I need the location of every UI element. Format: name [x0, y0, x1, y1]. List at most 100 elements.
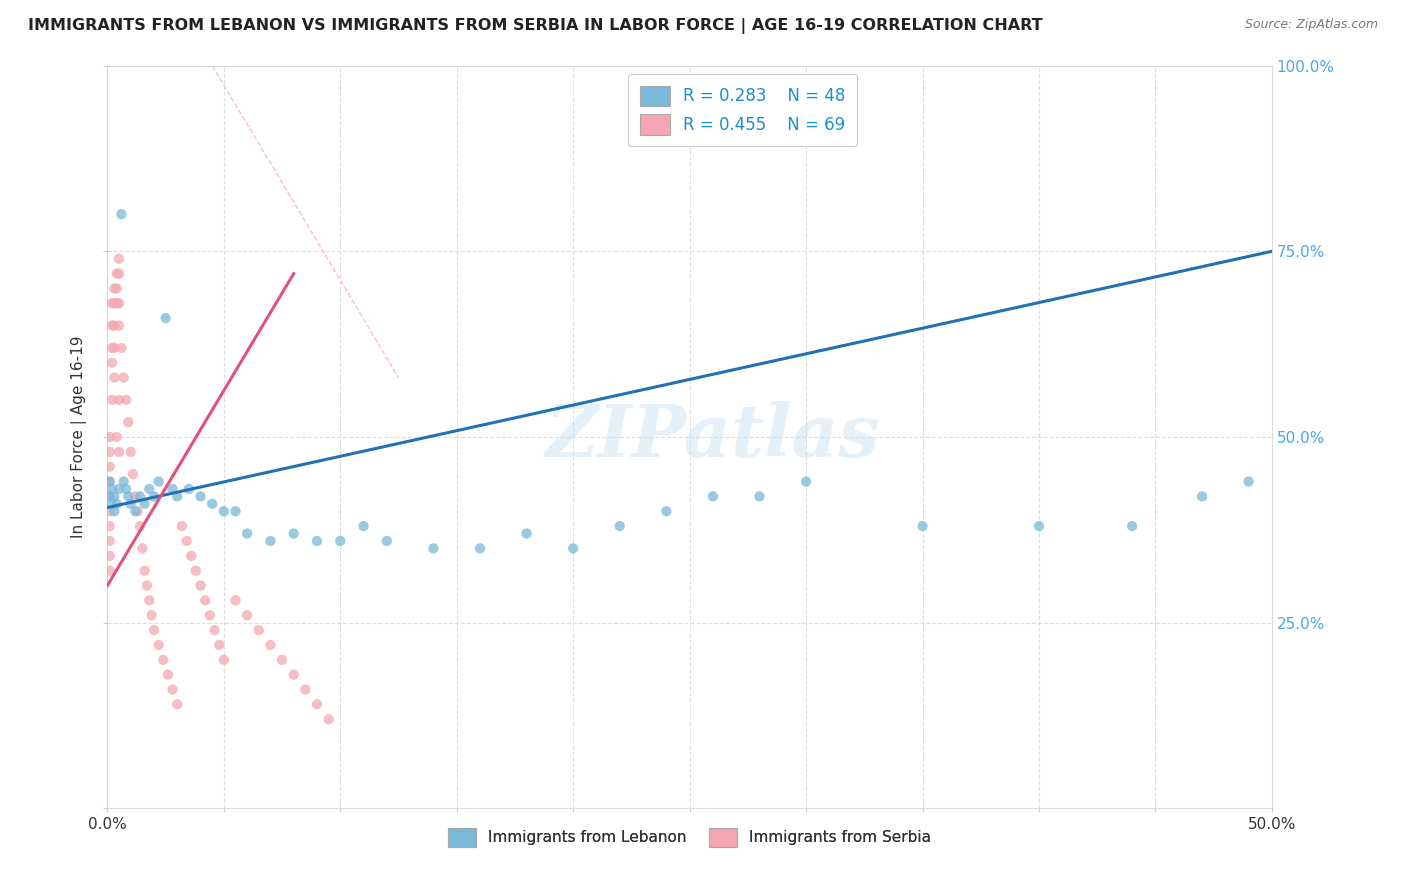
Point [655, 504, 678, 518]
Point [98, 504, 121, 518]
Point [98, 475, 121, 489]
Point [353, 519, 375, 533]
Point [103, 318, 125, 333]
Point [98, 475, 121, 489]
Point [1121, 519, 1143, 533]
Point [166, 698, 188, 712]
Point [117, 415, 139, 429]
Point [101, 296, 124, 310]
Point [98, 533, 121, 548]
Point [134, 497, 156, 511]
Point [98, 490, 121, 504]
Point [122, 467, 145, 482]
Point [134, 564, 156, 578]
Point [129, 519, 152, 533]
Point [208, 638, 231, 652]
Point [103, 281, 125, 295]
Point [98, 459, 121, 474]
Point [375, 533, 398, 548]
Point [224, 593, 246, 607]
Point [98, 430, 121, 444]
Point [259, 638, 281, 652]
Point [422, 541, 444, 556]
Point [105, 497, 128, 511]
Point [105, 281, 128, 295]
Point [143, 623, 166, 637]
Point [162, 682, 184, 697]
Point [236, 526, 259, 541]
Point [224, 504, 246, 518]
Point [108, 392, 131, 407]
Point [1191, 490, 1213, 504]
Point [110, 341, 132, 355]
Point [468, 541, 491, 556]
Point [170, 519, 193, 533]
Text: Source: ZipAtlas.com: Source: ZipAtlas.com [1244, 18, 1378, 31]
Point [108, 318, 131, 333]
Point [108, 252, 131, 266]
Point [318, 712, 340, 726]
Point [136, 578, 159, 592]
Point [198, 608, 221, 623]
Point [190, 578, 212, 592]
Point [103, 296, 125, 310]
Point [702, 490, 724, 504]
Point [108, 482, 131, 496]
Point [115, 392, 138, 407]
Point [201, 497, 224, 511]
Point [204, 623, 226, 637]
Point [794, 475, 817, 489]
Text: ZIPatlas: ZIPatlas [546, 401, 880, 473]
Point [184, 564, 207, 578]
Point [112, 475, 135, 489]
Point [105, 267, 128, 281]
Point [103, 504, 125, 518]
Point [103, 341, 125, 355]
Point [911, 519, 934, 533]
Point [155, 311, 177, 326]
Point [101, 341, 124, 355]
Point [120, 445, 142, 459]
Point [101, 497, 124, 511]
Point [212, 653, 235, 667]
Point [127, 504, 149, 518]
Point [271, 653, 294, 667]
Point [98, 490, 121, 504]
Point [108, 296, 131, 310]
Point [294, 682, 316, 697]
Point [152, 653, 174, 667]
Point [98, 519, 121, 533]
Point [101, 356, 124, 370]
Text: IMMIGRANTS FROM LEBANON VS IMMIGRANTS FROM SERBIA IN LABOR FORCE | AGE 16-19 COR: IMMIGRANTS FROM LEBANON VS IMMIGRANTS FR… [28, 18, 1043, 34]
Point [98, 564, 121, 578]
Point [748, 490, 770, 504]
Point [138, 482, 160, 496]
Point [516, 526, 538, 541]
Point [108, 267, 131, 281]
Point [156, 667, 179, 681]
Point [190, 490, 212, 504]
Point [148, 638, 170, 652]
Point [124, 490, 146, 504]
Point [117, 490, 139, 504]
Point [120, 497, 142, 511]
Point [212, 504, 235, 518]
Point [112, 370, 135, 384]
Point [138, 593, 160, 607]
Point [305, 698, 328, 712]
Point [103, 490, 125, 504]
Point [283, 667, 305, 681]
Point [180, 549, 202, 563]
Point [98, 549, 121, 563]
Point [129, 490, 152, 504]
Point [236, 608, 259, 623]
Legend: Immigrants from Lebanon, Immigrants from Serbia: Immigrants from Lebanon, Immigrants from… [441, 822, 938, 853]
Point [124, 504, 146, 518]
Point [110, 207, 132, 221]
Point [162, 482, 184, 496]
Point [283, 526, 305, 541]
Point [259, 533, 281, 548]
Point [194, 593, 217, 607]
Point [108, 445, 131, 459]
Point [105, 430, 128, 444]
